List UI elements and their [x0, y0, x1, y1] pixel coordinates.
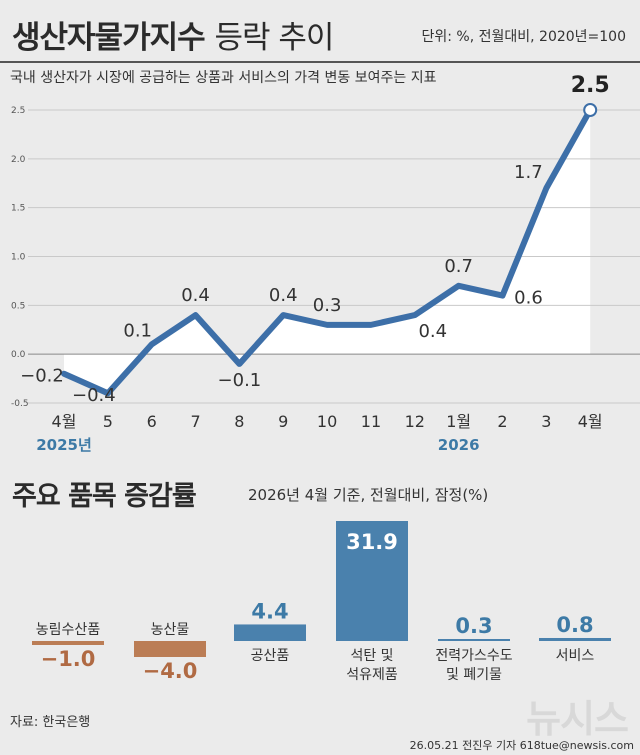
category-label: 공산품 — [251, 648, 290, 664]
data-label: 0.1 — [123, 320, 152, 341]
data-label: −0.1 — [218, 370, 262, 391]
category-label: 석유제품 — [346, 667, 398, 683]
x-tick-label: 2 — [497, 412, 507, 431]
bar-value-label: 31.9 — [346, 530, 398, 554]
bar — [438, 639, 510, 641]
bar-value-label: −4.0 — [143, 659, 198, 683]
year-label: 2026 — [438, 436, 480, 454]
x-tick-label: 8 — [234, 412, 244, 431]
x-tick-label: 11 — [361, 412, 381, 431]
section2-title: 주요 품목 증감률 — [12, 481, 197, 512]
x-tick-label: 1월 — [446, 412, 471, 431]
line-area-fill — [64, 110, 591, 394]
bar-value-label: 4.4 — [251, 599, 288, 623]
category-label: 전력가스수도 — [435, 648, 512, 664]
category-label: 농림수산품 — [36, 622, 101, 638]
data-label: 0.4 — [269, 285, 298, 306]
data-label: 0.7 — [444, 256, 473, 277]
data-label: 0.4 — [181, 285, 210, 306]
series-line — [61, 107, 594, 397]
bar — [336, 521, 408, 641]
section2-subtitle: 2026년 4월 기준, 전월대비, 잠정(%) — [248, 486, 489, 504]
brand-logo: 뉴시스 — [526, 697, 629, 741]
y-tick-label: -0.5 — [11, 399, 29, 409]
bar — [134, 641, 206, 657]
data-label: 2.5 — [571, 73, 610, 98]
page-title: 생산자물가지수 등락 추이 — [12, 12, 334, 57]
title-divider — [0, 61, 640, 63]
y-tick-label: 2.5 — [11, 106, 25, 116]
ppi-line-chart: -0.5 0.0 0.5 1.0 1.5 2.0 2.5 −0.2 −0.4 0.1 0.4 −0.1… — [11, 73, 640, 454]
bar-value-label: −1.0 — [41, 647, 96, 671]
x-tick-label: 4월 — [52, 412, 77, 431]
x-tick-label: 10 — [317, 412, 337, 431]
bar-value-label: 0.8 — [556, 613, 593, 637]
y-tick-label: 0.5 — [11, 301, 25, 311]
x-tick-label: 9 — [278, 412, 288, 431]
category-label: 서비스 — [556, 648, 595, 664]
data-label: −0.2 — [20, 366, 64, 387]
bar — [32, 641, 104, 645]
x-tick-label: 12 — [405, 412, 425, 431]
title-bold: 생산자물가지수 — [12, 20, 206, 56]
x-tick-label: 5 — [103, 412, 113, 431]
category-label: 및 폐기물 — [446, 667, 502, 683]
category-label: 석탄 및 — [350, 648, 393, 664]
chart-subtitle: 국내 생산자가 시장에 공급하는 상품과 서비스의 가격 변동 보여주는 지표 — [10, 70, 437, 86]
bar-value-label: 0.3 — [455, 614, 492, 638]
y-tick-label: 2.0 — [11, 155, 26, 165]
year-label: 2025년 — [36, 436, 92, 454]
data-label: 0.4 — [418, 321, 447, 342]
x-tick-label: 3 — [541, 412, 551, 431]
y-tick-label: 0.0 — [11, 350, 26, 360]
unit-label: 단위: %, 전월대비, 2020년=100 — [421, 29, 626, 45]
x-tick-label: 4월 — [578, 412, 603, 431]
data-label: 0.6 — [514, 288, 543, 309]
data-label: 1.7 — [514, 162, 543, 183]
data-label: −0.4 — [72, 385, 116, 406]
data-label: 0.3 — [313, 295, 342, 316]
y-tick-label: 1.0 — [11, 253, 26, 263]
bar — [234, 624, 306, 641]
source-label: 자료: 한국은행 — [10, 715, 91, 730]
x-tick-label: 7 — [190, 412, 200, 431]
category-label: 농산물 — [151, 622, 190, 638]
y-tick-label: 1.5 — [11, 204, 25, 214]
bar — [539, 637, 611, 641]
title-light: 등락 추이 — [214, 20, 334, 56]
x-tick-label: 6 — [147, 412, 157, 431]
last-point-marker — [583, 103, 598, 117]
credit-line: 26.05.21 전진우 기자 618tue@newsis.com — [409, 739, 634, 752]
